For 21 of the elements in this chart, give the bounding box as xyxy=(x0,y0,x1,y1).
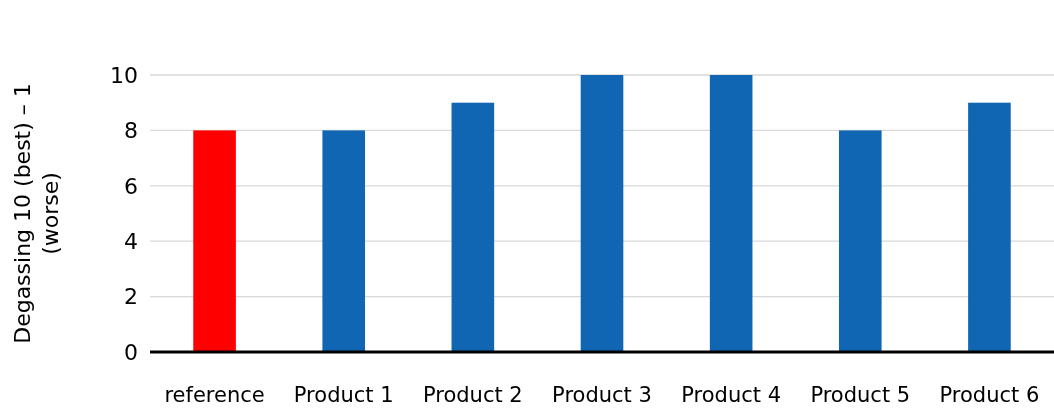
x-tick-label: Product 1 xyxy=(293,383,394,407)
y-tick-label: 0 xyxy=(124,339,138,365)
bar xyxy=(968,102,1011,352)
bar xyxy=(193,130,236,352)
y-tick-label: 8 xyxy=(124,118,138,144)
x-tick-label: Product 6 xyxy=(939,383,1040,407)
x-tick-label: Product 4 xyxy=(681,383,782,407)
y-tick-label: 4 xyxy=(124,228,138,254)
x-tick-label: Product 5 xyxy=(810,383,911,407)
bar xyxy=(580,75,624,352)
x-tick-label: reference xyxy=(164,383,265,407)
y-axis-title: Degassing 10 (best) – 1 (worse) xyxy=(10,83,63,344)
bar xyxy=(709,75,753,352)
y-tick-label: 6 xyxy=(124,173,138,199)
bar xyxy=(451,102,495,352)
x-tick-label: Product 2 xyxy=(422,383,523,407)
x-tick-label: Product 3 xyxy=(552,383,652,407)
bar xyxy=(838,130,882,352)
y-tick-label: 10 xyxy=(110,62,138,88)
bar xyxy=(322,130,366,352)
y-tick-label: 2 xyxy=(124,284,138,310)
